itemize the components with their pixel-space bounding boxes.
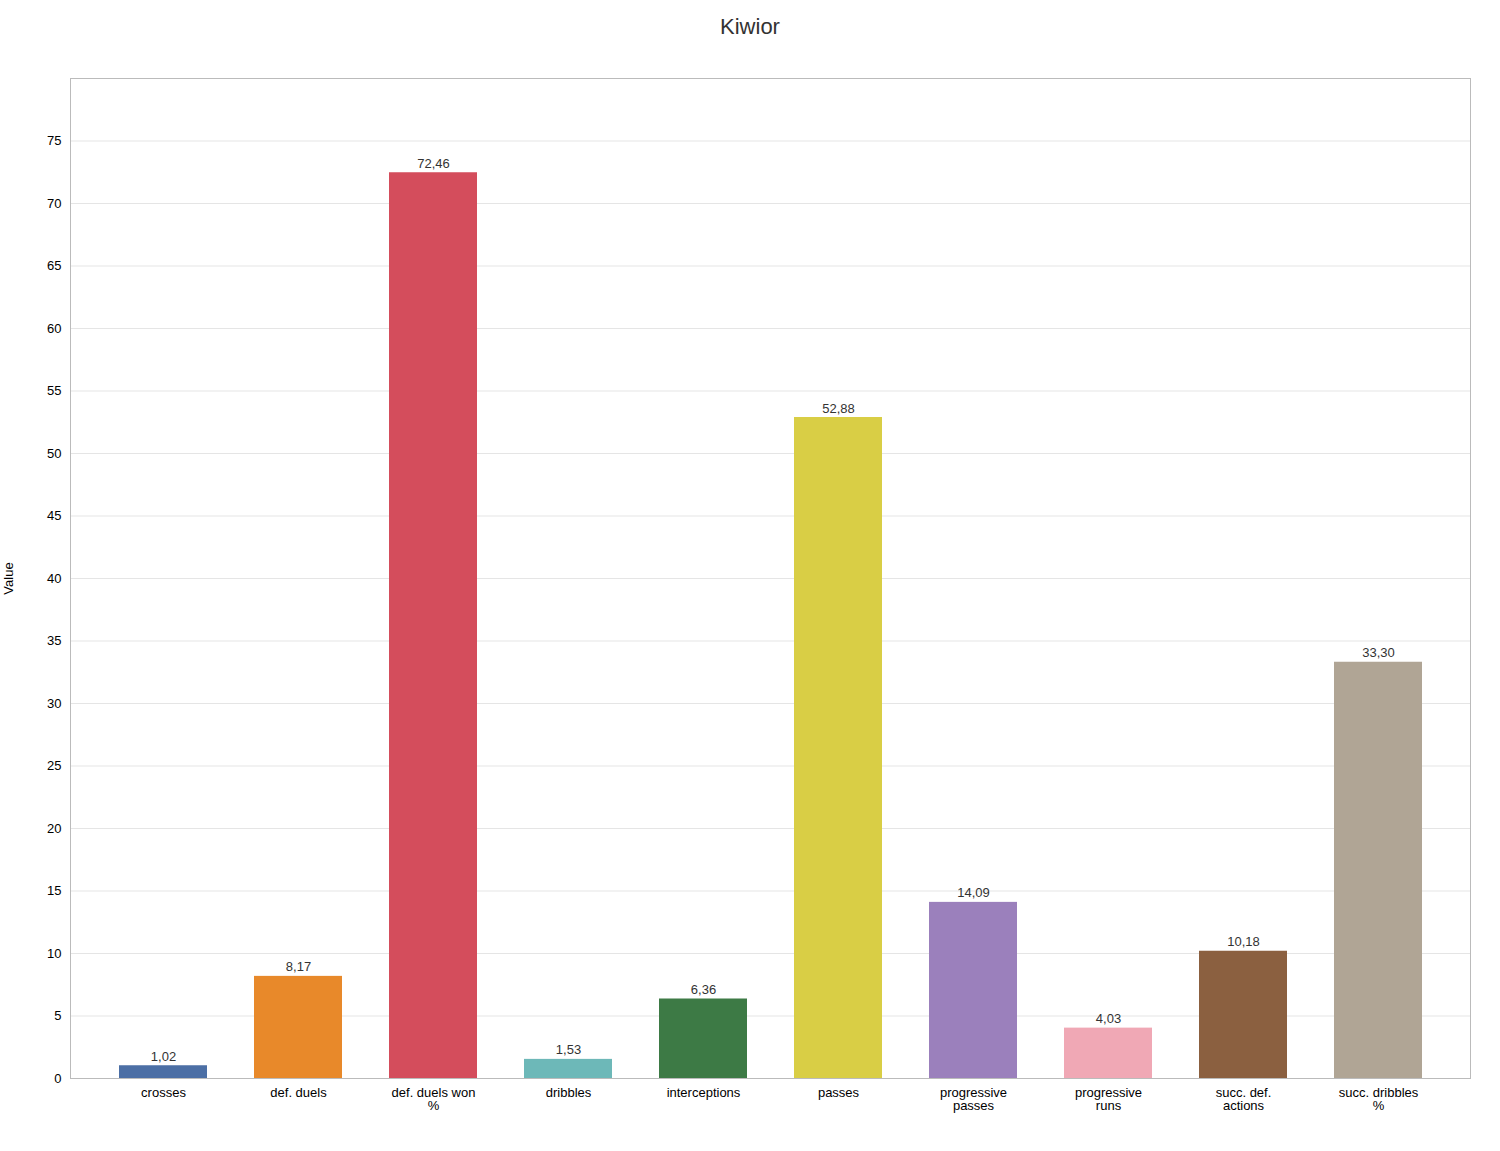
svg-text:succ. dribbles%: succ. dribbles% [1339,1085,1419,1113]
svg-text:def. duels: def. duels [270,1085,327,1100]
svg-text:75: 75 [47,133,61,148]
svg-text:40: 40 [47,571,61,586]
svg-text:65: 65 [47,258,61,273]
svg-text:progressivepasses: progressivepasses [940,1085,1007,1113]
svg-text:25: 25 [47,758,61,773]
svg-text:8,17: 8,17 [286,959,311,974]
svg-text:35: 35 [47,633,61,648]
svg-text:14,09: 14,09 [957,885,990,900]
svg-text:passes: passes [818,1085,860,1100]
svg-text:30: 30 [47,696,61,711]
svg-text:10: 10 [47,946,61,961]
svg-text:60: 60 [47,321,61,336]
svg-text:15: 15 [47,883,61,898]
svg-text:45: 45 [47,508,61,523]
svg-text:0: 0 [54,1071,61,1086]
svg-text:55: 55 [47,383,61,398]
svg-text:33,30: 33,30 [1362,645,1395,660]
svg-text:dribbles: dribbles [546,1085,592,1100]
svg-text:4,03: 4,03 [1096,1011,1121,1026]
svg-text:5: 5 [54,1008,61,1023]
svg-text:Value: Value [1,562,16,594]
svg-text:succ. def.actions: succ. def.actions [1216,1085,1272,1113]
html-text:Kiwior: Kiwior [720,14,780,39]
svg-text:10,18: 10,18 [1227,934,1260,949]
svg-text:1,02: 1,02 [151,1049,176,1064]
svg-text:crosses: crosses [141,1085,186,1100]
svg-text:6,36: 6,36 [691,982,716,997]
svg-text:interceptions: interceptions [667,1085,741,1100]
svg-text:20: 20 [47,821,61,836]
svg-text:70: 70 [47,196,61,211]
svg-text:52,88: 52,88 [822,401,855,416]
svg-text:50: 50 [47,446,61,461]
svg-text:progressiveruns: progressiveruns [1075,1085,1142,1113]
svg-text:1,53: 1,53 [556,1042,581,1057]
svg-text:def. duels won%: def. duels won% [392,1085,476,1113]
svg-text:72,46: 72,46 [417,156,450,171]
